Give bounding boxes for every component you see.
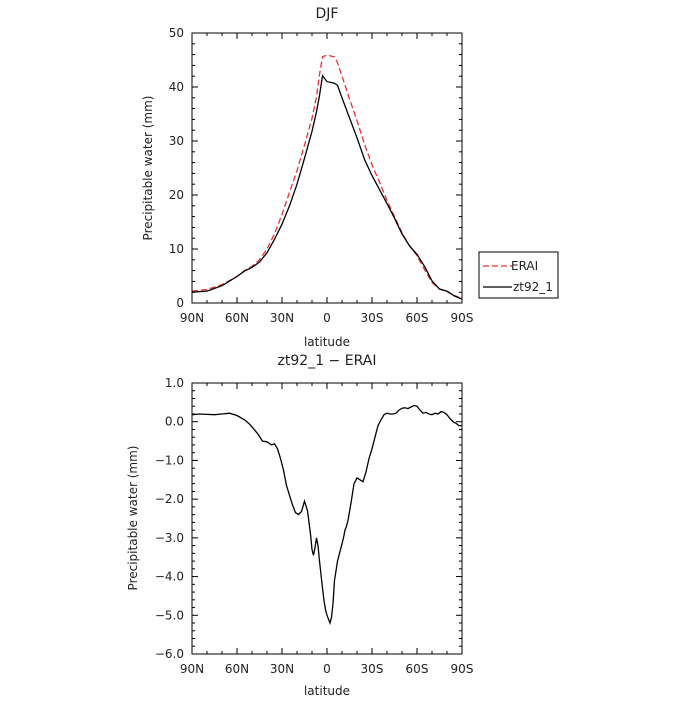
y-tick-label: 0 <box>176 296 184 310</box>
legend-box <box>478 251 559 299</box>
y-tick-label: −6.0 <box>155 647 184 661</box>
top-panel-series <box>191 54 463 300</box>
x-tick-label: 30S <box>361 662 384 676</box>
x-tick-label: 0 <box>323 662 331 676</box>
x-tick-label: 90S <box>451 311 474 325</box>
y-tick-label: 50 <box>169 26 184 40</box>
top-panel: DJF 90N 60N 30N 0 30S 60S 90S 0 10 20 30 40 50 latit… <box>141 6 473 349</box>
top-panel-xlabel: latitude <box>304 335 350 349</box>
y-tick-label: −3.0 <box>155 531 184 545</box>
bottom-panel: zt92_1 − ERAI 90N 60N 30N 0 30S 60S 90S 1.0 0.0 −… <box>126 353 473 698</box>
x-tick-label: 30N <box>270 311 294 325</box>
x-tick-label: 60N <box>225 311 249 325</box>
bottom-panel-ylabel: Precipitable water (mm) <box>126 446 140 591</box>
x-tick-label: 60N <box>225 662 249 676</box>
x-tick-label: 0 <box>323 311 331 325</box>
y-tick-label: −4.0 <box>155 570 184 584</box>
x-tick-label: 90N <box>180 662 204 676</box>
y-tick-label: −1.0 <box>155 453 184 467</box>
y-tick-label: 10 <box>169 242 184 256</box>
bottom-panel-axes: 90N 60N 30N 0 30S 60S 90S 1.0 0.0 −1.0 −2.0 −3.0 −4.… <box>155 376 474 676</box>
x-tick-label: 60S <box>406 662 429 676</box>
x-tick-label: 90N <box>180 311 204 325</box>
difference-line <box>191 404 462 626</box>
top-panel-title: DJF <box>316 6 339 22</box>
bottom-panel-title: zt92_1 − ERAI <box>278 353 377 369</box>
top-panel-axes: 90N 60N 30N 0 30S 60S 90S 0 10 20 30 40 50 <box>169 26 474 325</box>
y-tick-label: 1.0 <box>165 376 184 390</box>
bottom-panel-xlabel: latitude <box>304 684 350 698</box>
y-tick-label: −5.0 <box>155 608 184 622</box>
bottom-panel-series <box>191 404 462 626</box>
y-tick-label: 20 <box>169 188 184 202</box>
y-tick-label: 40 <box>169 80 184 94</box>
y-tick-label: −2.0 <box>155 492 184 506</box>
y-tick-label: 30 <box>169 134 184 148</box>
top-panel-ylabel: Precipitable water (mm) <box>141 96 155 241</box>
x-tick-label: 30N <box>270 662 294 676</box>
bottom-panel-frame <box>191 382 463 655</box>
top-panel-frame <box>191 32 463 304</box>
series-line-zt92-1 <box>191 74 463 300</box>
x-tick-label: 90S <box>451 662 474 676</box>
legend-label-erai: ERAI <box>511 259 538 273</box>
legend-label-zt92-1: zt92_1 <box>513 280 553 294</box>
x-tick-label: 30S <box>361 311 384 325</box>
legend: ERAI zt92_1 <box>478 251 559 299</box>
x-tick-label: 60S <box>406 311 429 325</box>
y-tick-label: 0.0 <box>165 415 184 429</box>
